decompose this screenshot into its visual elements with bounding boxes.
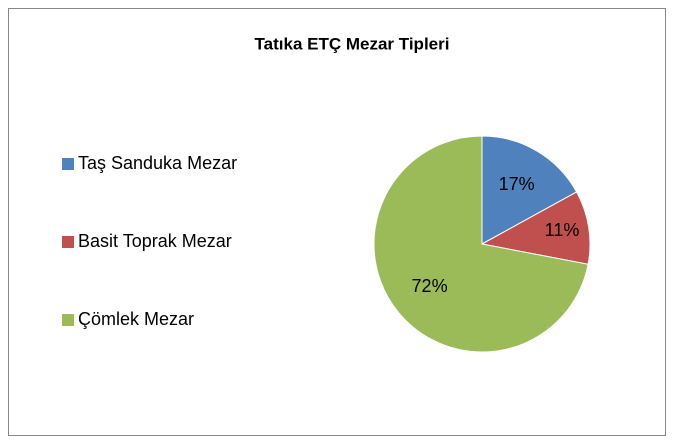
legend-label: Basit Toprak Mezar (78, 231, 232, 251)
legend-swatch (62, 314, 74, 326)
legend-label: Taş Sanduka Mezar (78, 153, 237, 173)
legend-label: Çömlek Mezar (78, 309, 194, 329)
data-label: 72% (412, 276, 448, 296)
pie-slice (373, 135, 589, 353)
data-label: 17% (499, 174, 535, 194)
legend-swatch (62, 236, 74, 248)
chart-title: Tatıka ETÇ Mezar Tipleri (255, 34, 450, 53)
legend-swatch (62, 158, 74, 170)
pie-slice (480, 191, 591, 265)
data-label: 11% (545, 220, 580, 240)
pie-slice (481, 135, 578, 245)
